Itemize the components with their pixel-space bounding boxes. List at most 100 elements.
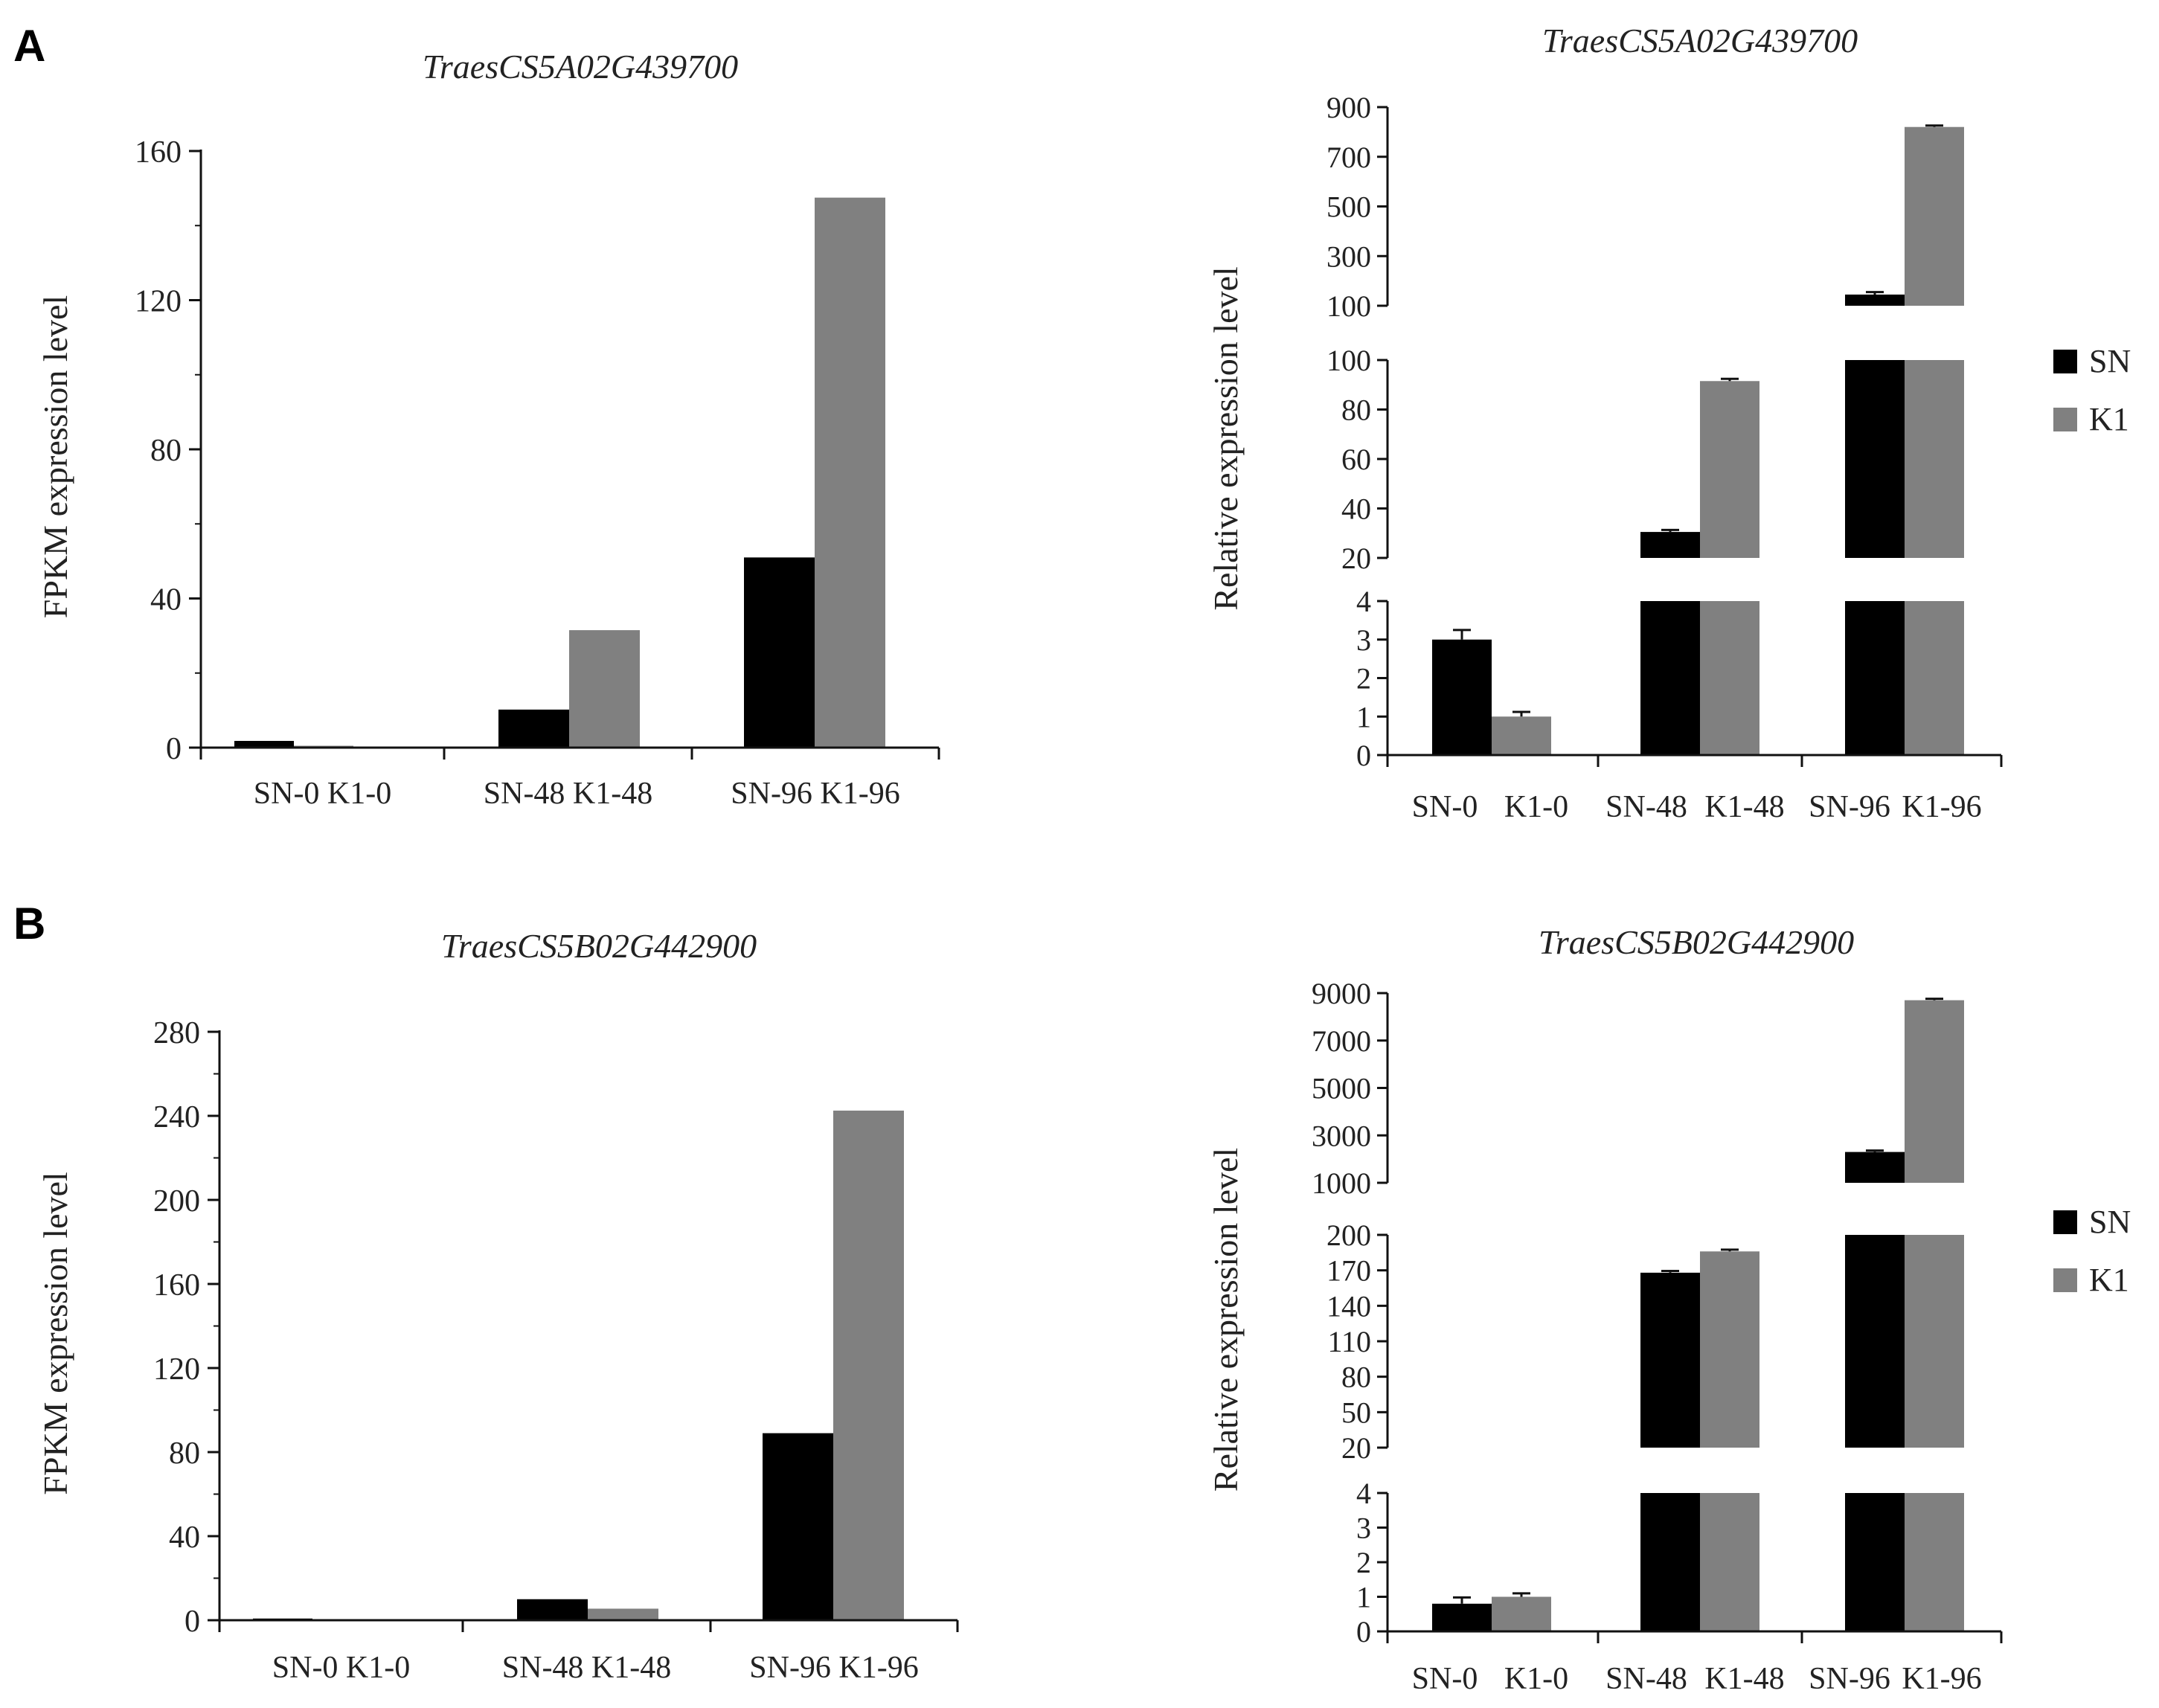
bar-sn-2-seg0 [1845, 601, 1905, 755]
panel-label-b: B [13, 899, 45, 948]
x-category-label: K1-48 [1704, 790, 1784, 824]
y-tick-label: 1000 [1312, 1166, 1371, 1200]
y-axis-label: FPKM expression level [36, 295, 74, 618]
bar-sn-1-seg0 [1640, 601, 1700, 755]
panel-label-a: A [13, 21, 45, 71]
bar-k1-0-seg0 [1492, 716, 1551, 755]
x-category-label: K1-96 [1902, 790, 1981, 824]
y-tick-label: 9000 [1312, 977, 1371, 1010]
y-tick-label: 0 [1356, 739, 1371, 772]
y-tick-label: 900 [1326, 91, 1371, 124]
y-tick-label: 3 [1356, 623, 1371, 657]
y-tick-label: 200 [1326, 1219, 1371, 1252]
panel-b: B TraesCS5B02G442900 FPKM expression leve… [13, 899, 2131, 1696]
panel-a: A TraesCS5A02G439700 FPKM expression leve… [13, 21, 2131, 824]
bar-sn-0-seg0 [1432, 1603, 1492, 1631]
bar-k1-2-seg0 [1905, 601, 1964, 755]
y-tick-label: 140 [1326, 1289, 1371, 1323]
bar-k1-2-seg2 [1905, 126, 1964, 306]
y-tick-label: 280 [153, 1016, 200, 1050]
bar-k1-2-seg1 [1905, 360, 1964, 558]
y-tick-label: 300 [1326, 240, 1371, 273]
fpkm-chart-b: TraesCS5B02G442900 FPKM expression level 0… [36, 927, 959, 1685]
y-tick-label: 0 [185, 1605, 200, 1639]
x-category-label: K1-0 [1504, 790, 1568, 824]
y-tick-label: 50 [1341, 1396, 1371, 1429]
y-tick-label: 120 [135, 285, 182, 319]
bar-k1-1 [588, 1608, 658, 1620]
bar-sn-0 [234, 740, 294, 748]
y-tick-label: 240 [153, 1100, 200, 1134]
chart-title: TraesCS5B02G442900 [1539, 923, 1854, 961]
legend-swatch-sn [2053, 1210, 2077, 1234]
y-tick-label: 60 [1341, 443, 1371, 476]
chart-title: TraesCS5A02G439700 [423, 48, 738, 86]
y-tick-label: 80 [1341, 1361, 1371, 1394]
y-axis-label: Relative expression level [1207, 266, 1245, 610]
y-tick-label: 100 [1326, 344, 1371, 377]
bar-k1-2-seg0 [1905, 1493, 1964, 1631]
legend-label-k1: K1 [2089, 401, 2129, 437]
y-tick-label: 3000 [1312, 1119, 1371, 1152]
y-tick-label: 3 [1356, 1512, 1371, 1545]
y-tick-label: 2 [1356, 1546, 1371, 1579]
x-group-label: SN-0 K1-0 [254, 777, 392, 811]
x-group-label: SN-48 K1-48 [502, 1651, 672, 1685]
bar-sn-1-seg0 [1640, 1493, 1700, 1631]
bar-sn-2-seg1 [1845, 360, 1905, 558]
y-tick-label: 120 [153, 1352, 200, 1387]
y-tick-label: 170 [1326, 1254, 1371, 1288]
bar-k1-2-seg2 [1905, 1000, 1964, 1183]
bar-k1-1-seg1 [1700, 1251, 1759, 1448]
x-category-label: SN-96 [1809, 1662, 1890, 1696]
x-group-label: SN-96 K1-96 [731, 777, 900, 811]
y-axis-label: Relative expression level [1207, 1148, 1245, 1492]
x-group-label: SN-0 K1-0 [272, 1651, 411, 1685]
bar-sn-0-seg0 [1432, 639, 1492, 755]
bar-sn-1-seg1 [1640, 532, 1700, 558]
legend-swatch-k1 [2053, 1268, 2077, 1292]
y-tick-label: 110 [1327, 1325, 1371, 1358]
bar-sn-1 [517, 1599, 588, 1620]
bar-sn-2 [744, 557, 815, 748]
legend-label-sn: SN [2089, 343, 2131, 379]
relative-chart-b: TraesCS5B02G442900 Relative expression le… [1207, 923, 2131, 1696]
y-tick-label: 5000 [1312, 1072, 1371, 1105]
y-tick-label: 80 [150, 434, 182, 468]
fpkm-chart-a: TraesCS5A02G439700 FPKM expression level 0… [36, 48, 940, 811]
y-tick-label: 40 [150, 583, 182, 617]
chart-title: TraesCS5B02G442900 [441, 927, 757, 965]
y-tick-label: 40 [1341, 492, 1371, 526]
bar-sn-2-seg0 [1845, 1493, 1905, 1631]
y-tick-label: 1 [1356, 700, 1371, 733]
bar-k1-1-seg1 [1700, 381, 1759, 558]
bar-sn-2 [763, 1433, 833, 1620]
y-tick-label: 0 [1356, 1615, 1371, 1648]
x-category-label: K1-0 [1504, 1662, 1568, 1696]
relative-chart-a: TraesCS5A02G439700 Relative expression le… [1207, 22, 2131, 824]
x-group-label: SN-96 K1-96 [749, 1651, 919, 1685]
y-tick-label: 2 [1356, 662, 1371, 696]
chart-title: TraesCS5A02G439700 [1542, 22, 1858, 60]
y-tick-label: 80 [169, 1436, 200, 1471]
y-tick-label: 1 [1356, 1581, 1371, 1614]
x-category-label: SN-0 [1412, 1662, 1478, 1696]
bar-sn-2-seg2 [1845, 294, 1905, 306]
x-category-label: SN-48 [1605, 1662, 1687, 1696]
y-tick-label: 160 [135, 135, 182, 170]
y-tick-label: 500 [1326, 190, 1371, 224]
y-tick-label: 200 [153, 1184, 200, 1219]
bar-sn-2-seg2 [1845, 1152, 1905, 1183]
x-group-label: SN-48 K1-48 [484, 777, 653, 811]
y-axis-label: FPKM expression level [36, 1172, 74, 1494]
bar-sn-1 [498, 709, 569, 748]
bar-sn-1-seg1 [1640, 1272, 1700, 1448]
legend-label-k1: K1 [2089, 1262, 2129, 1298]
bar-sn-2-seg1 [1845, 1235, 1905, 1448]
bar-k1-2 [815, 197, 885, 748]
x-category-label: SN-0 [1412, 790, 1478, 824]
legend-swatch-sn [2053, 350, 2077, 373]
y-tick-label: 100 [1326, 289, 1371, 323]
y-tick-label: 160 [153, 1268, 200, 1303]
